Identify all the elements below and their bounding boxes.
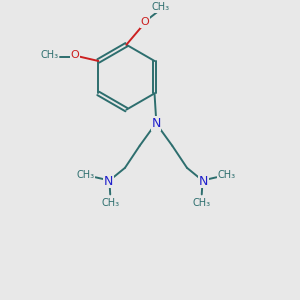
Text: CH₃: CH₃ [101, 198, 119, 208]
Text: CH₃: CH₃ [193, 198, 211, 208]
Text: N: N [151, 117, 161, 130]
Text: CH₃: CH₃ [40, 50, 58, 60]
Text: N: N [199, 175, 208, 188]
Text: N: N [104, 175, 113, 188]
Text: CH₃: CH₃ [218, 170, 236, 180]
Text: O: O [141, 17, 149, 27]
Text: O: O [70, 50, 79, 60]
Text: CH₃: CH₃ [76, 170, 94, 180]
Text: CH₃: CH₃ [151, 2, 169, 12]
